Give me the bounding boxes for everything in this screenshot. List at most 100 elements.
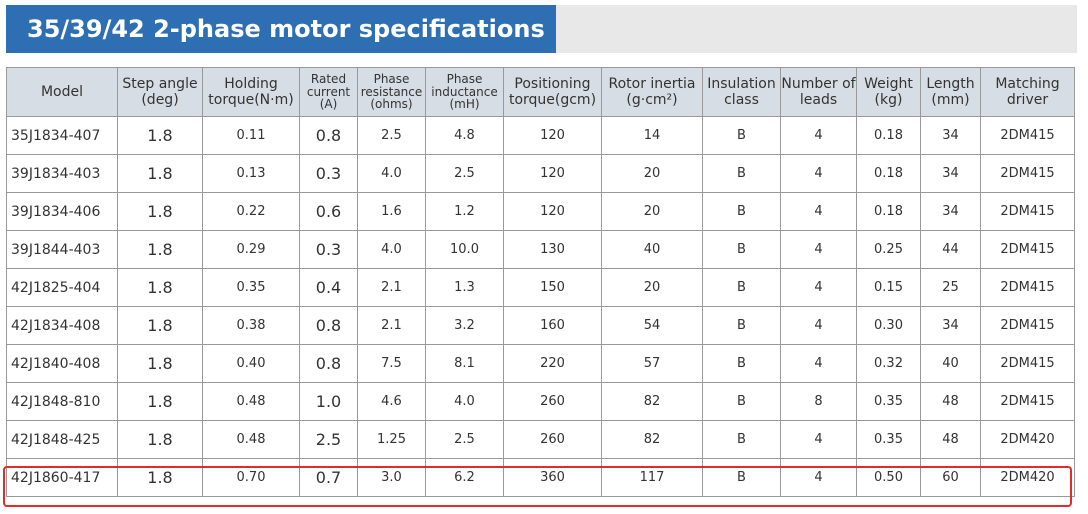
table-row: 42J1848-810 1.8 0.48 1.0 4.6 4.0 260 82 B 8 0.35 48…	[6, 382, 1075, 421]
cell-step-angle: 1.8	[117, 306, 203, 345]
cell-length: 34	[920, 116, 981, 155]
cell-number-of-leads: 4	[780, 192, 857, 231]
cell-rated-current: 1.0	[299, 382, 358, 421]
cell-model: 39J1834-403	[6, 154, 118, 193]
cell-number-of-leads: 4	[780, 344, 857, 383]
cell-matching-driver: 2DM420	[980, 420, 1075, 459]
cell-phase-resistance: 3.0	[357, 458, 426, 497]
cell-rotor-inertia: 82	[601, 382, 703, 421]
col-header-insulation-class: Insulation class	[702, 67, 781, 117]
cell-number-of-leads: 4	[780, 154, 857, 193]
cell-rated-current: 0.7	[299, 458, 358, 497]
cell-step-angle: 1.8	[117, 192, 203, 231]
cell-step-angle: 1.8	[117, 458, 203, 497]
cell-matching-driver: 2DM415	[980, 382, 1075, 421]
cell-number-of-leads: 4	[780, 268, 857, 307]
col-header-phase-resistance: Phase resistance (ohms)	[357, 67, 426, 117]
cell-rated-current: 0.8	[299, 116, 358, 155]
cell-positioning-torque: 120	[503, 116, 602, 155]
cell-step-angle: 1.8	[117, 230, 203, 269]
cell-rotor-inertia: 20	[601, 192, 703, 231]
cell-phase-resistance: 2.5	[357, 116, 426, 155]
page-title: 35/39/42 2-phase motor specifications	[6, 5, 556, 53]
cell-matching-driver: 2DM415	[980, 154, 1075, 193]
cell-rated-current: 0.3	[299, 230, 358, 269]
col-header-rotor-inertia: Rotor inertia (g·cm²)	[601, 67, 703, 117]
cell-step-angle: 1.8	[117, 344, 203, 383]
cell-rotor-inertia: 57	[601, 344, 703, 383]
cell-holding-torque: 0.13	[202, 154, 300, 193]
col-header-rated-current: Rated current (A)	[299, 67, 358, 117]
cell-phase-inductance: 2.5	[425, 154, 504, 193]
cell-positioning-torque: 120	[503, 154, 602, 193]
cell-length: 48	[920, 382, 981, 421]
cell-step-angle: 1.8	[117, 268, 203, 307]
cell-matching-driver: 2DM415	[980, 192, 1075, 231]
cell-phase-resistance: 2.1	[357, 268, 426, 307]
cell-length: 44	[920, 230, 981, 269]
cell-phase-inductance: 1.2	[425, 192, 504, 231]
cell-weight: 0.32	[856, 344, 921, 383]
cell-matching-driver: 2DM420	[980, 458, 1075, 497]
cell-positioning-torque: 120	[503, 192, 602, 231]
cell-rated-current: 2.5	[299, 420, 358, 459]
cell-insulation-class: B	[702, 116, 781, 155]
cell-insulation-class: B	[702, 154, 781, 193]
col-header-weight: Weight (kg)	[856, 67, 921, 117]
title-bar: 35/39/42 2-phase motor specifications	[6, 5, 1077, 53]
cell-phase-inductance: 10.0	[425, 230, 504, 269]
cell-phase-resistance: 7.5	[357, 344, 426, 383]
table-row: 39J1834-406 1.8 0.22 0.6 1.6 1.2 120 20 B 4 0.18 34…	[6, 192, 1075, 231]
cell-matching-driver: 2DM415	[980, 230, 1075, 269]
cell-positioning-torque: 220	[503, 344, 602, 383]
cell-number-of-leads: 4	[780, 116, 857, 155]
cell-phase-inductance: 8.1	[425, 344, 504, 383]
col-header-holding-torque: Holding torque(N·m)	[202, 67, 300, 117]
cell-rated-current: 0.6	[299, 192, 358, 231]
cell-positioning-torque: 150	[503, 268, 602, 307]
cell-rotor-inertia: 117	[601, 458, 703, 497]
table-body: 35J1834-407 1.8 0.11 0.8 2.5 4.8 120 14 B 4 0.18 34…	[6, 116, 1075, 497]
col-header-number-of-leads: Number of leads	[780, 67, 857, 117]
col-header-positioning-torque: Positioning torque(gcm)	[503, 67, 602, 117]
cell-holding-torque: 0.35	[202, 268, 300, 307]
cell-phase-inductance: 3.2	[425, 306, 504, 345]
cell-phase-inductance: 2.5	[425, 420, 504, 459]
cell-positioning-torque: 130	[503, 230, 602, 269]
cell-matching-driver: 2DM415	[980, 116, 1075, 155]
cell-phase-resistance: 1.25	[357, 420, 426, 459]
cell-phase-resistance: 4.0	[357, 230, 426, 269]
cell-weight: 0.50	[856, 458, 921, 497]
cell-phase-inductance: 4.0	[425, 382, 504, 421]
cell-rotor-inertia: 82	[601, 420, 703, 459]
cell-rotor-inertia: 20	[601, 268, 703, 307]
cell-insulation-class: B	[702, 458, 781, 497]
table-row: 42J1860-417 1.8 0.70 0.7 3.0 6.2 360 117 B 4 0.50 6…	[6, 458, 1075, 497]
cell-model: 42J1834-408	[6, 306, 118, 345]
cell-weight: 0.18	[856, 154, 921, 193]
cell-positioning-torque: 260	[503, 420, 602, 459]
cell-model: 42J1848-810	[6, 382, 118, 421]
cell-phase-inductance: 1.3	[425, 268, 504, 307]
cell-weight: 0.35	[856, 382, 921, 421]
cell-length: 34	[920, 306, 981, 345]
cell-step-angle: 1.8	[117, 382, 203, 421]
cell-number-of-leads: 4	[780, 230, 857, 269]
cell-rotor-inertia: 14	[601, 116, 703, 155]
cell-holding-torque: 0.40	[202, 344, 300, 383]
cell-weight: 0.18	[856, 116, 921, 155]
cell-insulation-class: B	[702, 230, 781, 269]
cell-holding-torque: 0.22	[202, 192, 300, 231]
table-row: 39J1844-403 1.8 0.29 0.3 4.0 10.0 130 40 B 4 0.25 4…	[6, 230, 1075, 269]
cell-model: 42J1860-417	[6, 458, 118, 497]
col-header-length: Length (mm)	[920, 67, 981, 117]
cell-number-of-leads: 4	[780, 420, 857, 459]
cell-phase-inductance: 6.2	[425, 458, 504, 497]
cell-phase-resistance: 2.1	[357, 306, 426, 345]
cell-length: 25	[920, 268, 981, 307]
cell-length: 48	[920, 420, 981, 459]
cell-insulation-class: B	[702, 420, 781, 459]
table-row: 42J1834-408 1.8 0.38 0.8 2.1 3.2 160 54 B 4 0.30 34…	[6, 306, 1075, 345]
cell-step-angle: 1.8	[117, 420, 203, 459]
cell-phase-resistance: 1.6	[357, 192, 426, 231]
